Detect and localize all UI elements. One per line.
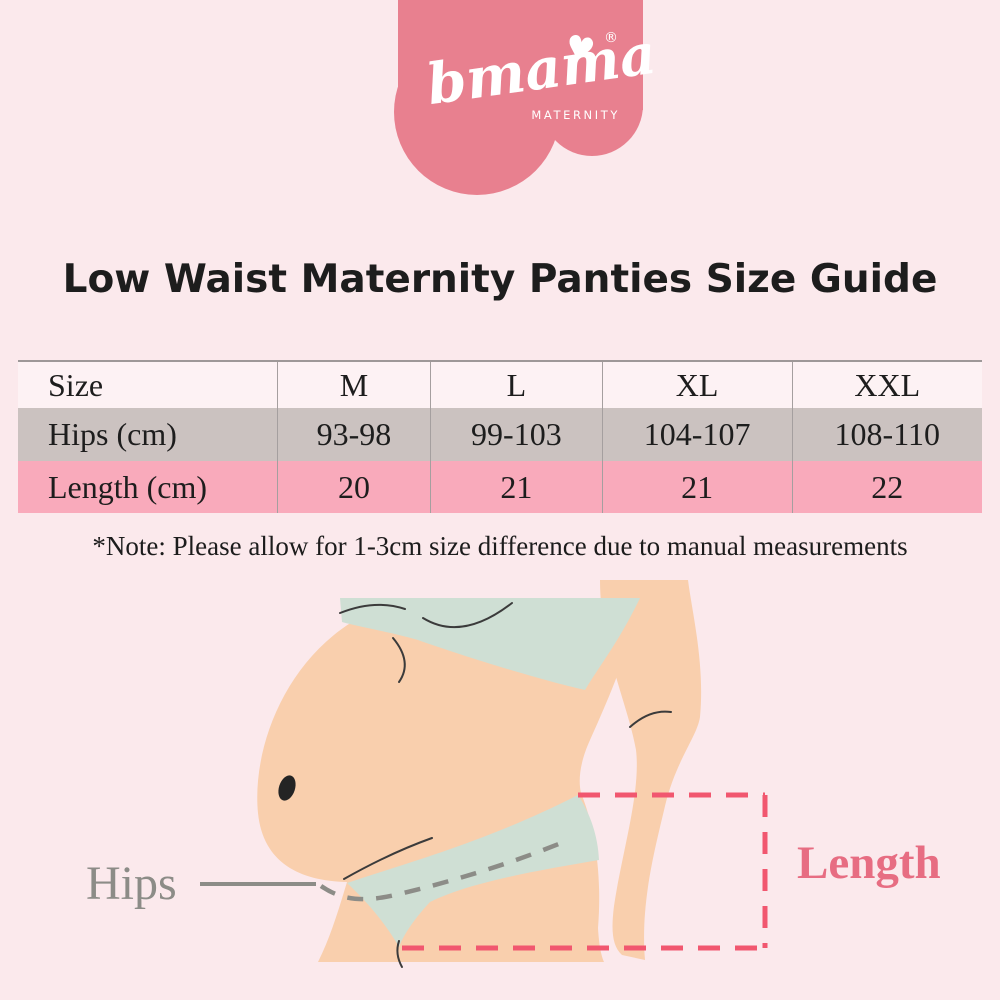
column-header-m: M xyxy=(276,361,431,408)
length-measure-box xyxy=(402,792,768,951)
navel-mark xyxy=(278,775,296,801)
page-title: Low Waist Maternity Panties Size Guide xyxy=(62,257,938,302)
hip-measure-line-dashed xyxy=(319,838,567,902)
brand-subtitle: MATERNITY xyxy=(531,108,620,122)
length-cell: 21 xyxy=(430,461,603,513)
hips-cell: 104-107 xyxy=(601,408,793,461)
body-silhouette xyxy=(257,598,640,962)
bra-garment xyxy=(340,598,640,690)
column-header-xl: XL xyxy=(601,361,793,408)
hips-label: Hips xyxy=(86,857,177,910)
column-header-xxl: XXL xyxy=(791,361,982,408)
hips-cell: 93-98 xyxy=(276,408,431,461)
hips-cell: 108-110 xyxy=(791,408,982,461)
length-label: Length xyxy=(797,837,941,889)
registered-mark: ® xyxy=(604,30,618,46)
arm-silhouette xyxy=(600,580,702,960)
length-cell: 21 xyxy=(601,461,793,513)
brand-logo: ♥ ® bmama MATERNITY xyxy=(394,0,660,195)
row-label-hips: Hips (cm) xyxy=(18,408,278,461)
hips-cell: 99-103 xyxy=(430,408,603,461)
table-header-row: Size M L XL XXL xyxy=(18,361,982,408)
table-row-length: Length (cm) 20 21 21 22 xyxy=(18,461,982,513)
column-header-l: L xyxy=(430,361,603,408)
length-cell: 20 xyxy=(276,461,431,513)
panty-garment xyxy=(347,795,599,947)
logo-badge-shape xyxy=(394,0,643,195)
column-header-size: Size xyxy=(18,361,278,408)
length-cell: 22 xyxy=(791,461,982,513)
size-guide-table: Size M L XL XXL Hips (cm) 93-98 99-103 1… xyxy=(18,360,982,513)
table-row-hips: Hips (cm) 93-98 99-103 104-107 108-110 xyxy=(18,408,982,461)
body-detail-lines xyxy=(339,602,672,968)
row-label-length: Length (cm) xyxy=(18,461,278,513)
note-text: *Note: Please allow for 1-3cm size diffe… xyxy=(92,531,908,561)
